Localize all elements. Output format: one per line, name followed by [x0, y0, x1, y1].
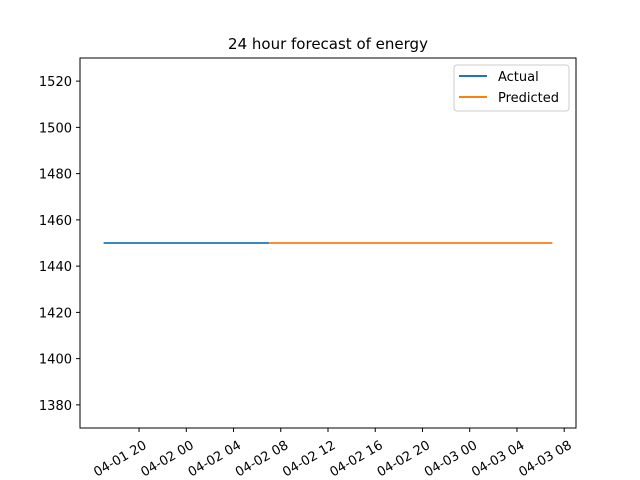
y-tick-label: 1460 — [39, 214, 72, 229]
y-tick-label: 1440 — [39, 260, 72, 275]
legend-label-predicted: Predicted — [498, 91, 559, 106]
legend: Actual Predicted — [453, 64, 570, 112]
x-tick-label: 04-03 04 — [469, 438, 527, 480]
y-tick-label: 1380 — [39, 399, 72, 414]
y-axis: 1380 1400 1420 1440 1460 1480 1500 1520 — [39, 75, 80, 414]
y-tick-label: 1500 — [39, 121, 72, 136]
x-tick-label: 04-02 16 — [328, 438, 386, 480]
x-tick-label: 04-03 00 — [422, 438, 480, 480]
y-tick-label: 1480 — [39, 168, 72, 183]
x-tick-label: 04-02 08 — [233, 438, 291, 480]
legend-label-actual: Actual — [498, 70, 539, 85]
y-tick-label: 1420 — [39, 306, 72, 321]
x-tick-label: 04-02 00 — [139, 438, 197, 480]
chart-title: 24 hour forecast of energy — [228, 35, 428, 53]
x-tick-label: 04-02 04 — [186, 438, 244, 480]
x-tick-label: 04-01 20 — [91, 438, 149, 480]
y-tick-label: 1520 — [39, 75, 72, 90]
x-tick-label: 04-02 12 — [280, 438, 338, 480]
x-tick-label: 04-02 20 — [375, 438, 433, 480]
x-tick-label: 04-03 08 — [516, 438, 574, 480]
y-tick-label: 1400 — [39, 353, 72, 368]
